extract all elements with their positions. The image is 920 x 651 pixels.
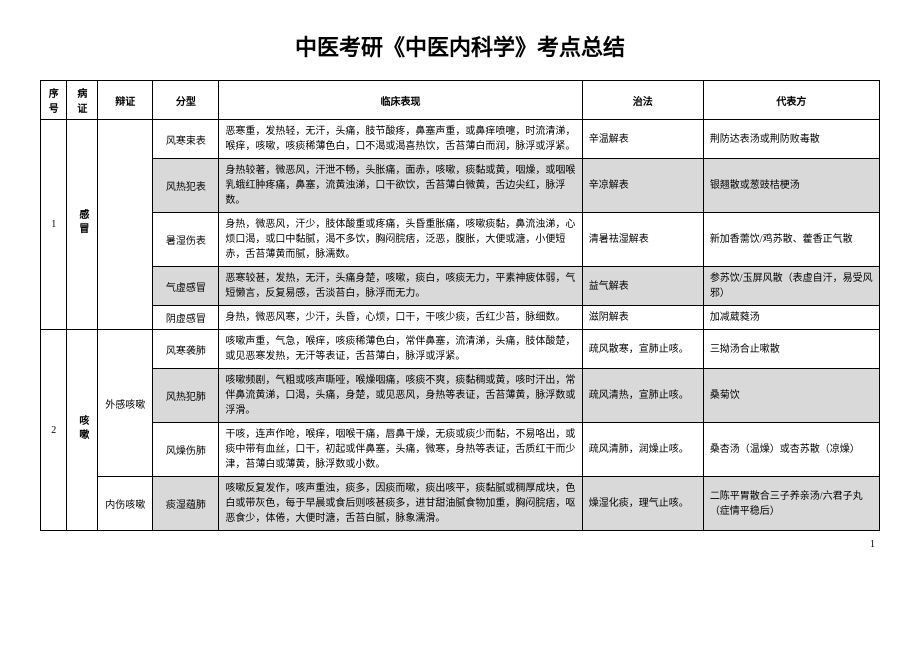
disease-cell: 咳嗽 — [67, 330, 98, 531]
formula-cell: 加减葳蕤汤 — [703, 306, 879, 330]
table-row: 2咳嗽外感咳嗽风寒袭肺咳嗽声重，气急，喉痒，咳痰稀薄色白，常伴鼻塞，流清涕，头痛… — [41, 330, 880, 369]
treat-cell: 疏风清肺，润燥止咳。 — [582, 423, 703, 477]
desc-cell: 身热，微恶风，汗少，肢体酸重或疼痛，头昏重胀痛，咳嗽痰黏，鼻流浊涕，心烦口渴，或… — [219, 213, 582, 267]
treat-cell: 疏风清热，宣肺止咳。 — [582, 369, 703, 423]
type-cell: 风热犯肺 — [153, 369, 219, 423]
page-title: 中医考研《中医内科学》考点总结 — [40, 30, 880, 62]
header-seq: 序号 — [41, 81, 67, 120]
formula-cell: 三拗汤合止嗽散 — [703, 330, 879, 369]
disease-cell: 感冒 — [67, 120, 98, 330]
desc-cell: 咳嗽声重，气急，喉痒，咳痰稀薄色白，常伴鼻塞，流清涕，头痛，肢体酸楚，或见恶寒发… — [219, 330, 582, 369]
seq-cell: 2 — [41, 330, 67, 531]
desc-cell: 干咳，连声作呛，喉痒，咽喉干痛，唇鼻干燥，无痰或痰少而黏，不易咯出，或痰中带有血… — [219, 423, 582, 477]
treat-cell: 燥湿化痰，理气止咳。 — [582, 477, 703, 531]
type-cell: 风热犯表 — [153, 159, 219, 213]
table-row: 风热犯肺咳嗽频剧，气粗或咳声嘶哑，喉燥咽痛，咳痰不爽，痰黏稠或黄，咳时汗出，常伴… — [41, 369, 880, 423]
formula-cell: 桑菊饮 — [703, 369, 879, 423]
type-cell: 风寒袭肺 — [153, 330, 219, 369]
treat-cell: 辛温解表 — [582, 120, 703, 159]
formula-cell: 新加香薷饮/鸡苏散、藿香正气散 — [703, 213, 879, 267]
seq-cell: 1 — [41, 120, 67, 330]
table-row: 风燥伤肺干咳，连声作呛，喉痒，咽喉干痛，唇鼻干燥，无痰或痰少而黏，不易咯出，或痰… — [41, 423, 880, 477]
treat-cell: 清暑祛湿解表 — [582, 213, 703, 267]
treat-cell: 益气解表 — [582, 267, 703, 306]
category-cell: 内伤咳嗽 — [98, 477, 153, 531]
type-cell: 风燥伤肺 — [153, 423, 219, 477]
header-treat: 治法 — [582, 81, 703, 120]
type-cell: 风寒束表 — [153, 120, 219, 159]
formula-cell: 银翘散或葱豉桔梗汤 — [703, 159, 879, 213]
header-category: 辩证 — [98, 81, 153, 120]
page-number: 1 — [40, 539, 880, 550]
header-desc: 临床表现 — [219, 81, 582, 120]
table-row: 暑湿伤表身热，微恶风，汗少，肢体酸重或疼痛，头昏重胀痛，咳嗽痰黏，鼻流浊涕，心烦… — [41, 213, 880, 267]
desc-cell: 恶寒较甚，发热，无汗，头痛身楚，咳嗽，痰白，咳痰无力，平素神疲体弱，气短懒言，反… — [219, 267, 582, 306]
table-row: 1感冒风寒束表恶寒重，发热轻，无汗，头痛，肢节酸疼，鼻塞声重，或鼻痒喷嚏，时流清… — [41, 120, 880, 159]
desc-cell: 恶寒重，发热轻，无汗，头痛，肢节酸疼，鼻塞声重，或鼻痒喷嚏，时流清涕，喉痒，咳嗽… — [219, 120, 582, 159]
category-cell: 外感咳嗽 — [98, 330, 153, 477]
table-row: 风热犯表身热较著，微恶风，汗泄不畅，头胀痛，面赤，咳嗽，痰黏或黄，咽燥，或咽喉乳… — [41, 159, 880, 213]
desc-cell: 身热，微恶风寒，少汗，头昏，心烦，口干，干咳少痰，舌红少苔，脉细数。 — [219, 306, 582, 330]
formula-cell: 二陈平胃散合三子养亲汤/六君子丸（症情平稳后） — [703, 477, 879, 531]
treat-cell: 疏风散寒，宣肺止咳。 — [582, 330, 703, 369]
table-row: 阴虚感冒身热，微恶风寒，少汗，头昏，心烦，口干，干咳少痰，舌红少苔，脉细数。滋阴… — [41, 306, 880, 330]
type-cell: 暑湿伤表 — [153, 213, 219, 267]
main-table: 序号 病证 辩证 分型 临床表现 治法 代表方 1感冒风寒束表恶寒重，发热轻，无… — [40, 80, 880, 531]
desc-cell: 咳嗽频剧，气粗或咳声嘶哑，喉燥咽痛，咳痰不爽，痰黏稠或黄，咳时汗出，常伴鼻流黄涕… — [219, 369, 582, 423]
formula-cell: 参苏饮/玉屏风散（表虚自汗，易受风邪） — [703, 267, 879, 306]
table-row: 气虚感冒恶寒较甚，发热，无汗，头痛身楚，咳嗽，痰白，咳痰无力，平素神疲体弱，气短… — [41, 267, 880, 306]
desc-cell: 咳嗽反复发作，咳声重浊，痰多，因痰而嗽，痰出咳平，痰黏腻或稠厚成块，色白或带灰色… — [219, 477, 582, 531]
category-cell — [98, 120, 153, 330]
table-row: 内伤咳嗽痰湿蕴肺咳嗽反复发作，咳声重浊，痰多，因痰而嗽，痰出咳平，痰黏腻或稠厚成… — [41, 477, 880, 531]
treat-cell: 辛凉解表 — [582, 159, 703, 213]
type-cell: 阴虚感冒 — [153, 306, 219, 330]
header-type: 分型 — [153, 81, 219, 120]
type-cell: 痰湿蕴肺 — [153, 477, 219, 531]
header-disease: 病证 — [67, 81, 98, 120]
desc-cell: 身热较著，微恶风，汗泄不畅，头胀痛，面赤，咳嗽，痰黏或黄，咽燥，或咽喉乳蛾红肿疼… — [219, 159, 582, 213]
formula-cell: 桑杏汤（温燥）或杏苏散（凉燥） — [703, 423, 879, 477]
header-row: 序号 病证 辩证 分型 临床表现 治法 代表方 — [41, 81, 880, 120]
treat-cell: 滋阴解表 — [582, 306, 703, 330]
header-formula: 代表方 — [703, 81, 879, 120]
type-cell: 气虚感冒 — [153, 267, 219, 306]
formula-cell: 荆防达表汤或荆防败毒散 — [703, 120, 879, 159]
